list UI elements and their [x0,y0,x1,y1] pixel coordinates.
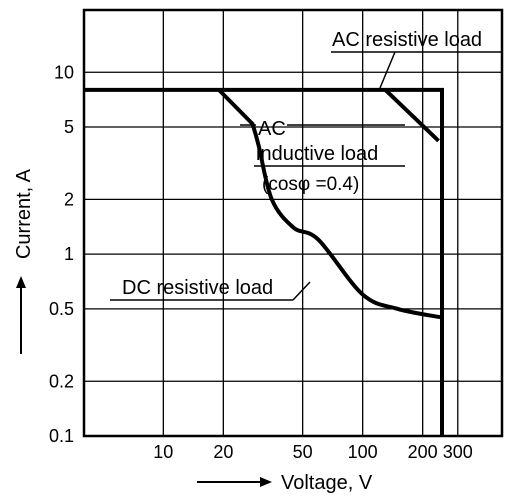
series-line-dc-resistive-load [217,88,441,320]
grid-layer [84,10,502,436]
y-axis-label: Current, A [13,168,35,259]
y-tick-label: 0.1 [49,426,74,446]
plot-frame [82,8,504,438]
x-tick-label: 50 [293,442,313,462]
annotation-ac-inductive-line3: (cosφ =0.4) [262,174,359,195]
x-tick-label: 10 [153,442,173,462]
annotation-ac-resistive-leader [379,51,396,89]
x-axis-label: Voltage, V [281,472,373,494]
y-tick-label: 5 [64,117,74,137]
axis-label-layer: Voltage, V Current, A [13,168,373,494]
tick-layer: 10 20 50 100 200 300 0.1 0.2 0.5 1 2 5 10 [49,62,473,462]
y-tick-label: 10 [54,62,74,82]
y-tick-label: 0.2 [49,371,74,391]
annotation-dc-resistive-leader [292,281,311,301]
y-axis-arrow-head [16,276,26,288]
series-line-ac-inductive-load-cos [384,88,440,143]
x-tick-label: 20 [213,442,233,462]
x-tick-label: 200 [408,442,438,462]
x-axis-arrow-head [260,477,272,487]
y-tick-label: 0.5 [49,299,74,319]
x-tick-label: 300 [443,442,473,462]
annotation-ac-inductive-line2: inductive load [256,143,378,165]
annotation-layer: AC resistive load AC inductive load (cos… [110,29,502,301]
annotation-dc-resistive: DC resistive load [122,277,273,299]
x-tick-label: 100 [348,442,378,462]
annotation-ac-inductive-line1: AC [258,118,286,140]
series-line-ac-resistive-load [84,87,444,436]
annotation-ac-resistive: AC resistive load [332,29,482,51]
series-layer [84,87,444,436]
y-tick-label: 1 [64,244,74,264]
y-tick-label: 2 [64,189,74,209]
